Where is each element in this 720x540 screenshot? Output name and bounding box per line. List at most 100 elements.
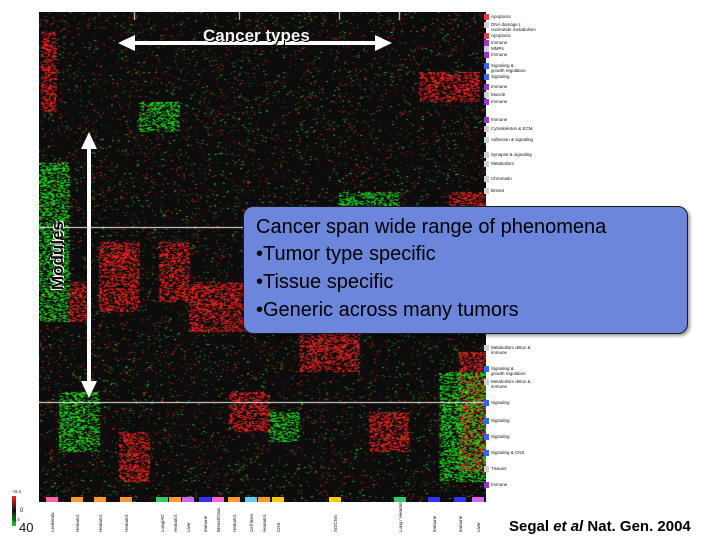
module-label: Signaling bbox=[491, 434, 510, 439]
module-label: Chromatin bbox=[491, 176, 512, 181]
module-label: Signaling bbox=[491, 418, 510, 423]
citation: Segal et al Nat. Gen. 2004 bbox=[509, 518, 691, 535]
module-label: Immune bbox=[491, 84, 508, 89]
cancer-type-color-bar bbox=[94, 497, 106, 502]
cancer-type-label: Lung / Hematol. bbox=[398, 500, 403, 532]
module-label: Apoptosis bbox=[491, 14, 511, 19]
citation-etal: et al bbox=[553, 518, 584, 535]
module-label: Muscle bbox=[491, 92, 506, 97]
module-color-bar bbox=[484, 345, 489, 351]
cancer-type-label: Liver bbox=[476, 522, 481, 532]
module-label: DNA damage ( nucleotide metabolism bbox=[491, 22, 536, 32]
cancer-type-color-bar bbox=[199, 497, 211, 502]
module-color-bar bbox=[484, 152, 489, 158]
modules-title: Modules bbox=[48, 221, 67, 290]
module-color-bar bbox=[484, 99, 489, 105]
cancer-type-color-bar bbox=[182, 497, 194, 502]
module-color-bar bbox=[484, 466, 489, 472]
module-label: Immune bbox=[491, 40, 508, 45]
module-color-bar bbox=[484, 63, 489, 69]
module-label: Tissues bbox=[491, 466, 507, 471]
cancer-type-label: Hematol. bbox=[98, 513, 103, 532]
module-label: Immune bbox=[491, 482, 508, 487]
cancer-type-color-bar bbox=[245, 497, 257, 502]
module-color-bar bbox=[484, 400, 489, 406]
citation-journal: Nat. Gen. 2004 bbox=[587, 518, 691, 535]
module-label: Signaling & CNS bbox=[491, 450, 525, 455]
callout-bullet-tumor-type: •Tumor type specific bbox=[256, 243, 436, 265]
callout-bullet-generic: •Generic across many tumors bbox=[256, 299, 519, 321]
cancer-type-color-bar bbox=[228, 497, 240, 502]
cancer-type-color-bar bbox=[212, 497, 224, 502]
module-label: Metabolism detox & immune bbox=[491, 379, 531, 389]
cancer-type-color-bar bbox=[71, 497, 83, 502]
cancer-type-label: Immune bbox=[432, 515, 437, 532]
module-color-bar bbox=[484, 46, 489, 52]
module-label: Metabolism detox & immune bbox=[491, 345, 531, 355]
module-label: Signaling & growth regulation bbox=[491, 366, 526, 376]
module-color-bar bbox=[484, 434, 489, 440]
cancer-type-color-bar bbox=[272, 497, 284, 502]
module-color-bar bbox=[484, 161, 489, 167]
cancer-type-label: Lung/AD bbox=[160, 514, 165, 532]
cancer-type-color-bar bbox=[472, 497, 484, 502]
module-label: Cytoskeleton & ECM bbox=[491, 126, 533, 131]
cancer-type-label: Hematol. bbox=[75, 513, 80, 532]
callout-title: Cancer span wide range of phenomena bbox=[256, 216, 607, 238]
cancer-type-color-bar bbox=[258, 497, 270, 502]
cancer-type-label: Hematol. bbox=[173, 513, 178, 532]
callout-box: Cancer span wide range of phenomena •Tum… bbox=[243, 206, 688, 334]
module-color-bar bbox=[484, 74, 489, 80]
cancer-type-color-bar bbox=[120, 497, 132, 502]
cancer-type-color-bar bbox=[329, 497, 341, 502]
scale-zero-label: 0 bbox=[20, 508, 24, 514]
cancer-type-label: Breast/Ovar. bbox=[216, 506, 221, 532]
citation-author: Segal bbox=[509, 518, 550, 535]
module-color-bar bbox=[484, 366, 489, 372]
scale-bottom-label: -0.4 bbox=[12, 517, 20, 522]
module-color-bar bbox=[484, 126, 489, 132]
module-label: Immune bbox=[491, 117, 508, 122]
module-color-bar bbox=[484, 84, 489, 90]
cancer-type-color-bar bbox=[454, 497, 466, 502]
cancer-type-color-bar bbox=[156, 497, 168, 502]
module-label: Synapse & signaling bbox=[491, 152, 532, 157]
module-color-bar bbox=[484, 379, 489, 385]
module-color-bar bbox=[484, 22, 489, 28]
module-color-bar bbox=[484, 40, 489, 46]
module-label: Adhesion & signaling bbox=[491, 137, 534, 142]
module-label: MMPs bbox=[491, 46, 504, 51]
module-color-bar bbox=[484, 117, 489, 123]
module-color-bar bbox=[484, 14, 489, 20]
callout-bullet-tissue: •Tissue specific bbox=[256, 271, 394, 293]
module-label: Apoptosis bbox=[491, 33, 511, 38]
module-label: Signaling bbox=[491, 74, 510, 79]
cancer-type-color-bar bbox=[394, 497, 406, 502]
module-color-bar bbox=[484, 52, 489, 58]
cancer-type-label: AD/CNS bbox=[333, 514, 338, 532]
module-color-bar bbox=[484, 482, 489, 488]
cancer-type-label: CNS bbox=[276, 522, 281, 532]
module-label: Signaling bbox=[491, 400, 510, 405]
module-label: Breast bbox=[491, 188, 505, 193]
scale-forty-label: 40 bbox=[19, 520, 34, 535]
module-color-bar bbox=[484, 92, 489, 98]
module-color-bar bbox=[484, 137, 489, 143]
module-color-bar bbox=[484, 176, 489, 182]
module-color-bar bbox=[484, 188, 489, 194]
module-color-bar bbox=[484, 418, 489, 424]
module-label: Immune bbox=[491, 99, 508, 104]
cancer-type-label: Hematol. bbox=[124, 513, 129, 532]
cancer-type-label: Immune bbox=[458, 515, 463, 532]
cancer-type-color-bar bbox=[46, 497, 58, 502]
cancer-type-label: Leukemia bbox=[50, 512, 55, 532]
module-label: Signaling & growth regulation bbox=[491, 63, 526, 73]
module-color-bar bbox=[484, 33, 489, 39]
cancer-type-color-bar bbox=[428, 497, 440, 502]
module-label: Immune bbox=[491, 52, 508, 57]
module-color-bar bbox=[484, 450, 489, 456]
cancer-type-color-bar bbox=[169, 497, 181, 502]
cancer-type-label: Cell lines bbox=[249, 513, 254, 532]
cancer-type-label: Hematol. bbox=[232, 513, 237, 532]
cancer-type-label: Immune bbox=[203, 515, 208, 532]
